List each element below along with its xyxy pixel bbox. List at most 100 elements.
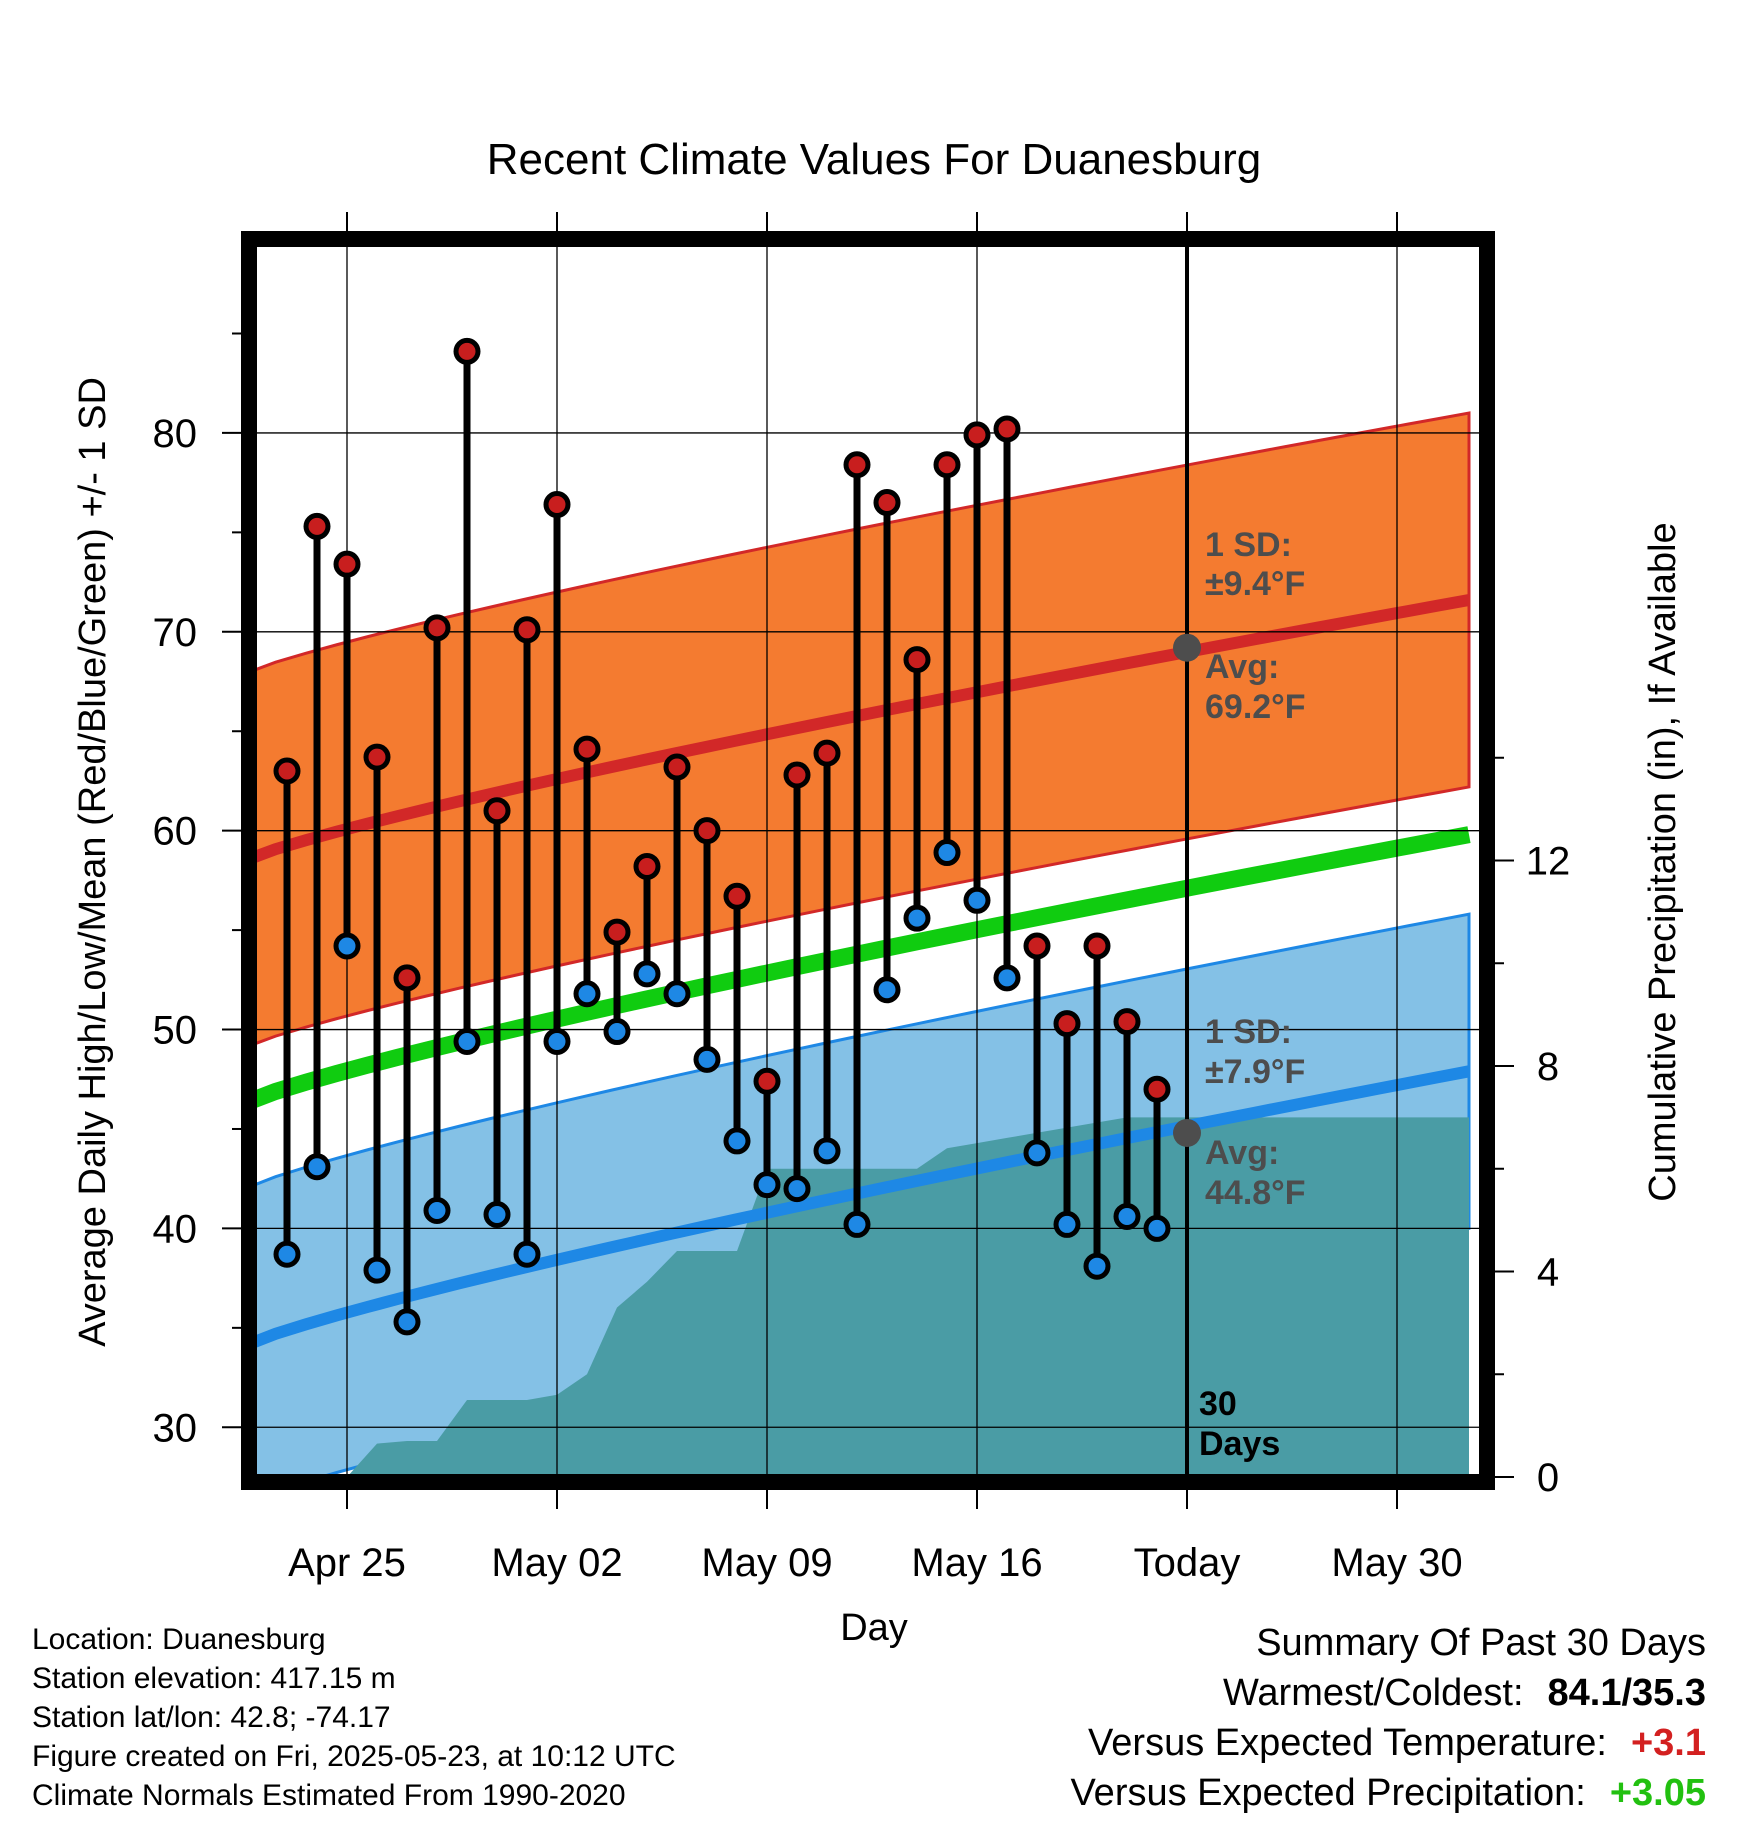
precip-value: +3.05 bbox=[1609, 1772, 1706, 1814]
low-point bbox=[933, 839, 961, 867]
high-point bbox=[453, 337, 481, 365]
low-point bbox=[693, 1045, 721, 1073]
low-point bbox=[813, 1137, 841, 1165]
high-point bbox=[963, 421, 991, 449]
high-point bbox=[513, 616, 541, 644]
low-point bbox=[1083, 1252, 1111, 1280]
high-point bbox=[303, 512, 331, 540]
low-point bbox=[723, 1127, 751, 1155]
y2-tick-label: 8 bbox=[1537, 1045, 1559, 1089]
low-point bbox=[573, 980, 601, 1008]
x-tick-label: Today bbox=[1134, 1541, 1241, 1585]
high-point bbox=[603, 918, 631, 946]
summary-warmest-coldest: Warmest/Coldest: 84.1/35.3 bbox=[1070, 1668, 1706, 1718]
low-avg-value: 44.8°F bbox=[1205, 1174, 1306, 1212]
high-point bbox=[363, 743, 391, 771]
y-tick-label: 60 bbox=[153, 810, 198, 854]
x-axis-label: Day bbox=[840, 1607, 908, 1649]
high-sd-value: ±9.4°F bbox=[1205, 565, 1305, 603]
high-avg-label: Avg: bbox=[1205, 648, 1279, 686]
high-sd-label: 1 SD: bbox=[1205, 526, 1292, 564]
temp-value: +3.1 bbox=[1630, 1722, 1706, 1764]
station-info: Location: Duanesburg Station elevation: … bbox=[32, 1620, 676, 1815]
warmest-coldest-value: 84.1/35.3 bbox=[1547, 1672, 1706, 1714]
low-avg-label: Avg: bbox=[1205, 1134, 1279, 1172]
low-point bbox=[603, 1018, 631, 1046]
y2-axis-label: Cumulative Precipitation (in), If Availa… bbox=[1642, 522, 1684, 1201]
high-point bbox=[333, 550, 361, 578]
y2-tick-label: 0 bbox=[1537, 1456, 1559, 1500]
low-point bbox=[1113, 1202, 1141, 1230]
low-point bbox=[303, 1153, 331, 1181]
low-point bbox=[483, 1200, 511, 1228]
period-label-number: 30 bbox=[1199, 1385, 1237, 1423]
low-point bbox=[1023, 1139, 1051, 1167]
y-tick-label: 70 bbox=[153, 611, 198, 655]
y-tick-label: 50 bbox=[153, 1009, 198, 1053]
precip-label: Versus Expected Precipitation: bbox=[1070, 1772, 1586, 1814]
low-point bbox=[543, 1027, 571, 1055]
high-point bbox=[633, 852, 661, 880]
plot-frame bbox=[241, 231, 1495, 1490]
chart-title: Recent Climate Values For Duanesburg bbox=[487, 135, 1261, 184]
low-sd-label: 1 SD: bbox=[1205, 1013, 1292, 1051]
high-point bbox=[483, 797, 511, 825]
today-high-average-marker bbox=[1173, 633, 1201, 662]
high-point bbox=[753, 1067, 781, 1095]
high-point bbox=[903, 646, 931, 674]
summary-heading: Summary Of Past 30 Days bbox=[1256, 1622, 1706, 1664]
low-point bbox=[783, 1175, 811, 1203]
y-axis-label: Average Daily High/Low/Mean (Red/Blue/Gr… bbox=[72, 377, 114, 1347]
summary-panel: Summary Of Past 30 Days Warmest/Coldest:… bbox=[1070, 1618, 1706, 1818]
low-point bbox=[363, 1256, 391, 1284]
high-point bbox=[933, 451, 961, 479]
today-low-average-marker bbox=[1173, 1118, 1201, 1147]
high-avg-value: 69.2°F bbox=[1205, 688, 1306, 726]
high-point bbox=[393, 964, 421, 992]
y-tick-label: 30 bbox=[153, 1406, 198, 1450]
climate-normals-note: Climate Normals Estimated From 1990-2020 bbox=[32, 1779, 626, 1812]
period-label-days: Days bbox=[1199, 1425, 1280, 1463]
high-point bbox=[1053, 1010, 1081, 1038]
low-point bbox=[753, 1171, 781, 1199]
low-point bbox=[273, 1240, 301, 1268]
high-point bbox=[993, 415, 1021, 443]
low-point bbox=[453, 1027, 481, 1055]
station-latlon: Station lat/lon: 42.8; -74.17 bbox=[32, 1701, 391, 1734]
precipitation-area bbox=[254, 1117, 1469, 1477]
high-point bbox=[693, 817, 721, 845]
summary-precipitation: Versus Expected Precipitation: +3.05 bbox=[1070, 1768, 1706, 1818]
high-point bbox=[1113, 1008, 1141, 1036]
y2-tick-label: 12 bbox=[1526, 840, 1571, 884]
low-point bbox=[333, 932, 361, 960]
low-point bbox=[513, 1240, 541, 1268]
high-point bbox=[573, 735, 601, 763]
low-point bbox=[1143, 1214, 1171, 1242]
high-point bbox=[273, 757, 301, 785]
low-point bbox=[633, 960, 661, 988]
low-point bbox=[993, 964, 1021, 992]
figure-created: Figure created on Fri, 2025-05-23, at 10… bbox=[32, 1740, 676, 1773]
x-tick-label: May 09 bbox=[701, 1541, 832, 1585]
low-point bbox=[423, 1197, 451, 1225]
high-point bbox=[873, 489, 901, 517]
low-point bbox=[963, 886, 991, 914]
high-point bbox=[783, 761, 811, 789]
x-tick-label: May 16 bbox=[911, 1541, 1042, 1585]
x-tick-label: Apr 25 bbox=[288, 1541, 406, 1585]
x-tick-label: May 02 bbox=[491, 1541, 622, 1585]
station-elevation: Station elevation: 417.15 m bbox=[32, 1662, 396, 1695]
high-point bbox=[663, 753, 691, 781]
low-point bbox=[843, 1210, 871, 1238]
high-point bbox=[1083, 932, 1111, 960]
y-tick-label: 40 bbox=[153, 1207, 198, 1251]
y-tick-label: 80 bbox=[153, 412, 198, 456]
high-point bbox=[1023, 932, 1051, 960]
high-point bbox=[813, 739, 841, 767]
station-location: Location: Duanesburg bbox=[32, 1623, 326, 1656]
low-point bbox=[1053, 1210, 1081, 1238]
low-point bbox=[663, 980, 691, 1008]
